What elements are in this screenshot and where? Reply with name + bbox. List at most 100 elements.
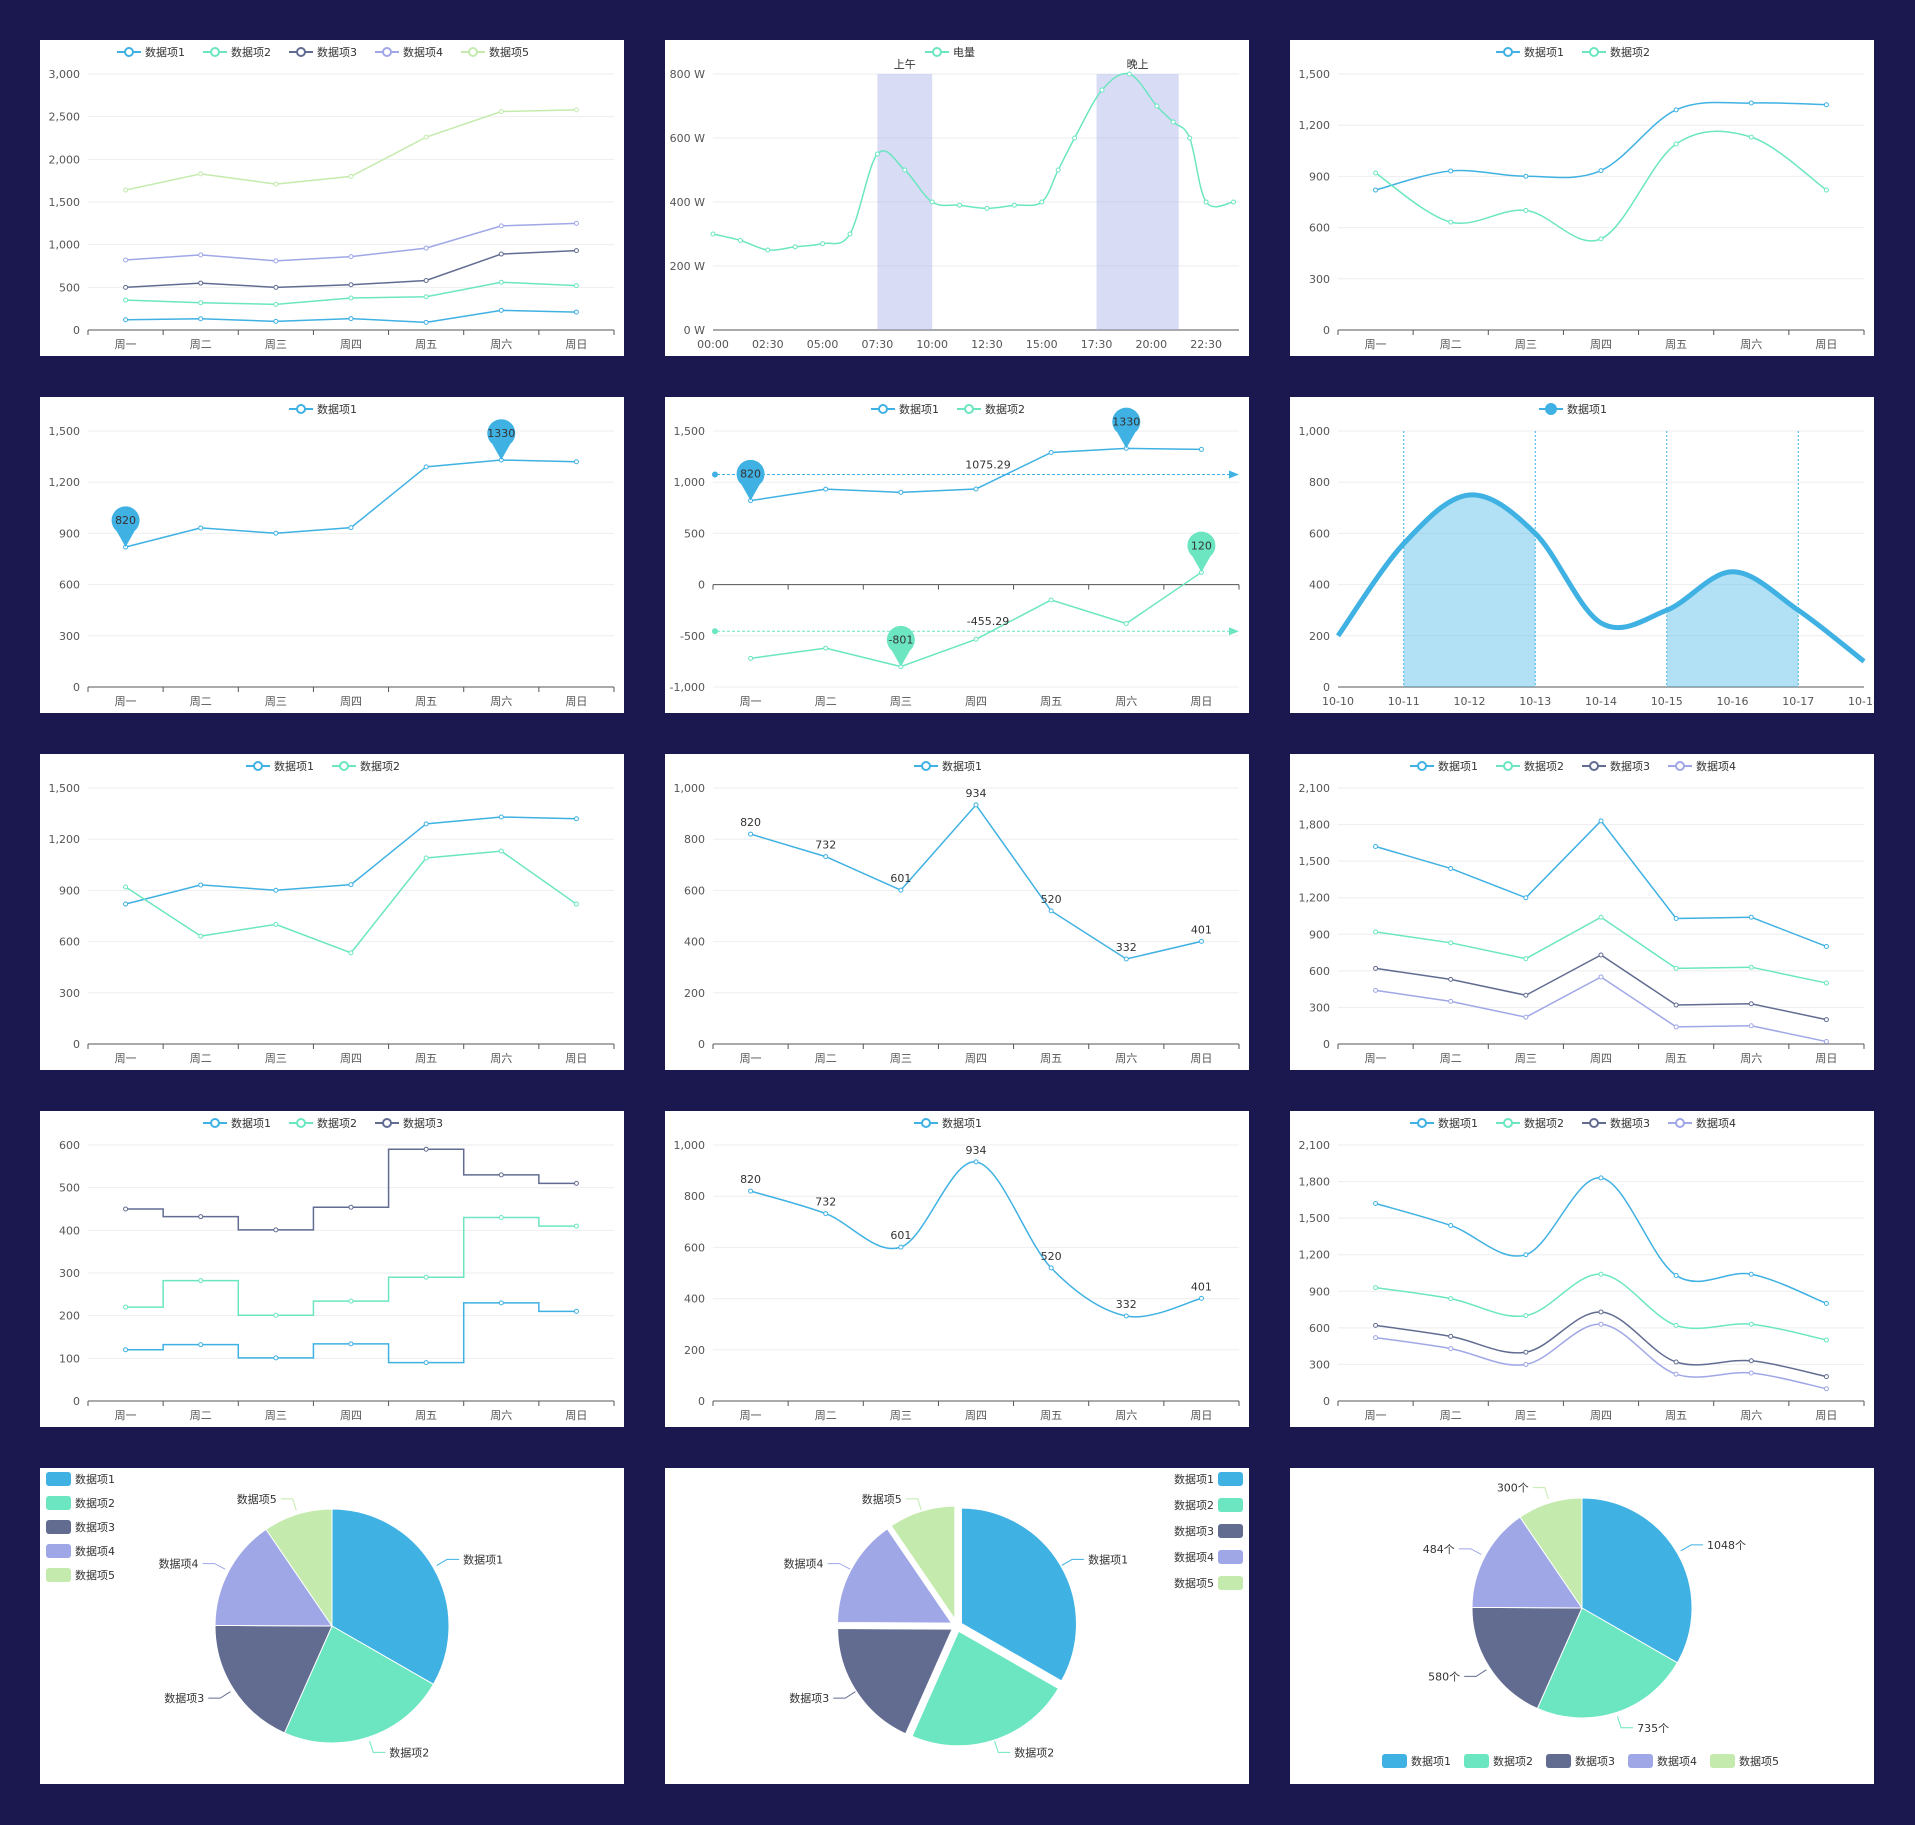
legend-item[interactable]: 数据项1 [914, 759, 982, 773]
legend-item[interactable]: 数据项5 [461, 45, 529, 59]
data-point[interactable] [573, 309, 579, 315]
legend-item[interactable]: 数据项1 [289, 402, 357, 416]
data-point[interactable] [423, 464, 429, 470]
data-point[interactable] [273, 301, 279, 307]
data-point[interactable] [1448, 1346, 1454, 1352]
data-point[interactable] [1055, 167, 1061, 173]
pie-slice[interactable] [1581, 1497, 1693, 1664]
data-point[interactable] [1598, 1271, 1604, 1277]
legend-item[interactable]: 数据项1 [46, 1472, 115, 1486]
legend-item[interactable]: 数据项3 [1546, 1754, 1615, 1768]
data-point[interactable] [498, 307, 504, 313]
legend-item[interactable]: 数据项2 [957, 402, 1025, 416]
data-point[interactable] [1823, 1386, 1829, 1392]
data-point[interactable] [898, 489, 904, 495]
data-point[interactable] [823, 1211, 829, 1217]
data-point[interactable] [498, 279, 504, 285]
data-point[interactable] [498, 109, 504, 115]
data-point[interactable] [1598, 952, 1604, 958]
data-point[interactable] [423, 1274, 429, 1280]
data-point[interactable] [1373, 170, 1379, 176]
data-point[interactable] [498, 1172, 504, 1178]
data-point[interactable] [1448, 865, 1454, 871]
legend-item[interactable]: 数据项1 [246, 759, 314, 773]
data-point[interactable] [1523, 1349, 1529, 1355]
data-point[interactable] [973, 486, 979, 492]
data-point[interactable] [273, 181, 279, 187]
legend-item[interactable]: 数据项1 [203, 1116, 271, 1130]
legend-item[interactable]: 数据项4 [375, 45, 443, 59]
legend-item[interactable]: 数据项1 [117, 45, 185, 59]
legend-item[interactable]: 数据项1 [1496, 45, 1564, 59]
data-point[interactable] [423, 245, 429, 251]
data-point[interactable] [1039, 199, 1045, 205]
data-point[interactable] [1673, 965, 1679, 971]
data-point[interactable] [198, 252, 204, 258]
data-point[interactable] [1198, 1295, 1204, 1301]
data-point[interactable] [273, 1312, 279, 1318]
data-point[interactable] [273, 258, 279, 264]
data-point[interactable] [1673, 1371, 1679, 1377]
data-point[interactable] [1523, 1014, 1529, 1020]
data-point[interactable] [973, 1159, 979, 1165]
data-point[interactable] [573, 901, 579, 907]
data-point[interactable] [1373, 1322, 1379, 1328]
pie-slice[interactable] [214, 1528, 333, 1627]
legend-item[interactable]: 数据项1 [871, 402, 939, 416]
data-point[interactable] [198, 882, 204, 888]
data-point[interactable] [1598, 1175, 1604, 1181]
data-point[interactable] [1231, 199, 1237, 205]
data-point[interactable] [573, 283, 579, 289]
legend-item[interactable]: 数据项5 [1174, 1576, 1243, 1590]
data-point[interactable] [1448, 976, 1454, 982]
data-point[interactable] [973, 636, 979, 642]
data-point[interactable] [1448, 998, 1454, 1004]
legend-item[interactable]: 数据项2 [332, 759, 400, 773]
data-point[interactable] [1373, 987, 1379, 993]
data-point[interactable] [123, 257, 129, 263]
data-point[interactable] [823, 486, 829, 492]
data-point[interactable] [198, 171, 204, 177]
legend-item[interactable]: 数据项2 [1496, 1116, 1564, 1130]
data-point[interactable] [1598, 914, 1604, 920]
data-point[interactable] [273, 284, 279, 290]
data-point[interactable] [1123, 621, 1129, 627]
data-point[interactable] [1373, 965, 1379, 971]
data-point[interactable] [348, 282, 354, 288]
data-point[interactable] [1203, 199, 1209, 205]
data-point[interactable] [1373, 844, 1379, 850]
data-point[interactable] [423, 134, 429, 140]
data-point[interactable] [123, 1206, 129, 1212]
legend-item[interactable]: 数据项4 [1668, 759, 1736, 773]
data-point[interactable] [737, 237, 743, 243]
legend-item[interactable]: 数据项4 [46, 1544, 115, 1558]
legend-item[interactable]: 数据项4 [1628, 1754, 1697, 1768]
data-point[interactable] [1748, 1321, 1754, 1327]
legend-item[interactable]: 数据项4 [1174, 1550, 1243, 1564]
data-point[interactable] [123, 1347, 129, 1353]
data-point[interactable] [792, 244, 798, 250]
data-point[interactable] [1126, 71, 1132, 77]
data-point[interactable] [1048, 1265, 1054, 1271]
pie-slice[interactable] [1471, 1516, 1583, 1609]
data-point[interactable] [1198, 938, 1204, 944]
data-point[interactable] [902, 167, 908, 173]
data-point[interactable] [273, 1355, 279, 1361]
data-point[interactable] [1748, 914, 1754, 920]
data-point[interactable] [1673, 141, 1679, 147]
data-point[interactable] [1748, 100, 1754, 106]
legend-item[interactable]: 数据项1 [1174, 1472, 1243, 1486]
data-point[interactable] [1523, 173, 1529, 179]
data-point[interactable] [820, 241, 826, 247]
data-point[interactable] [1748, 1358, 1754, 1364]
data-point[interactable] [123, 1304, 129, 1310]
legend-item[interactable]: 数据项1 [1382, 1754, 1451, 1768]
data-point[interactable] [423, 821, 429, 827]
data-point[interactable] [123, 884, 129, 890]
legend-item[interactable]: 数据项2 [1174, 1498, 1243, 1512]
data-point[interactable] [1823, 1039, 1829, 1045]
data-point[interactable] [1598, 818, 1604, 824]
data-point[interactable] [198, 316, 204, 322]
data-point[interactable] [1373, 1285, 1379, 1291]
legend-item[interactable]: 数据项3 [1582, 1116, 1650, 1130]
